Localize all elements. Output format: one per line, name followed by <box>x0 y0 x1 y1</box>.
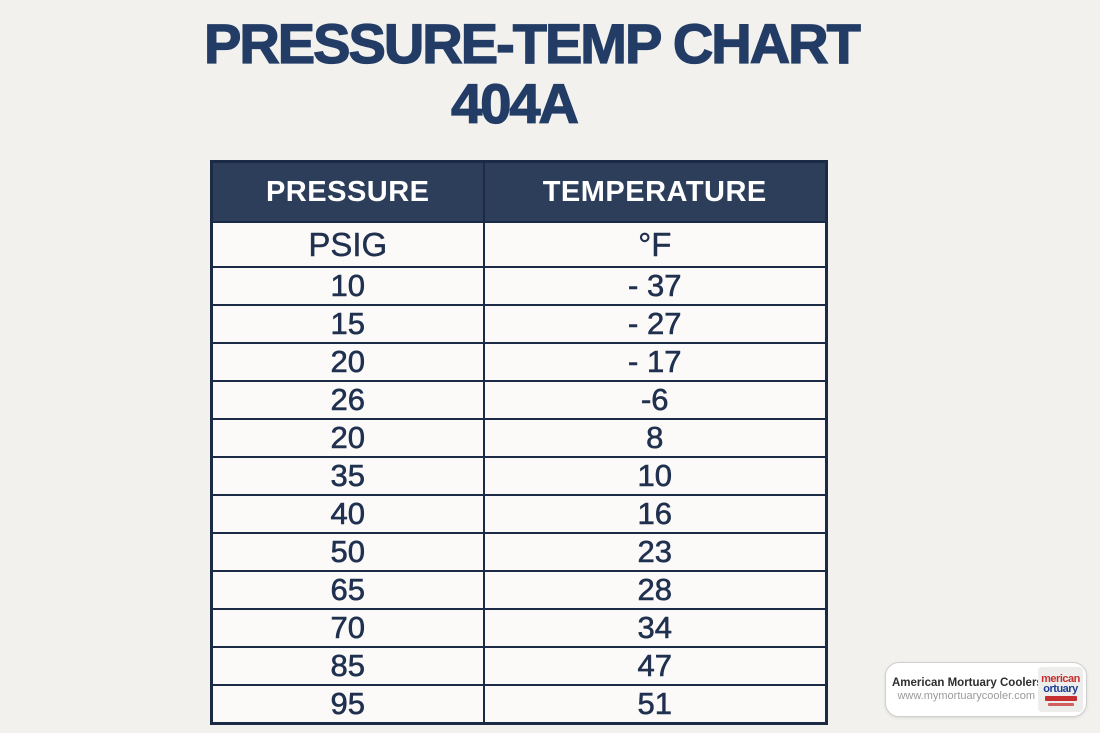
table-header-row: PRESSURE TEMPERATURE <box>210 160 828 223</box>
pressure-column-header: PRESSURE <box>210 160 485 223</box>
temperature-cell: 51 <box>482 684 828 725</box>
table-row: 50 23 <box>210 532 828 572</box>
logo-red-bar <box>1044 695 1077 701</box>
table-row: 26 -6 <box>210 380 828 420</box>
logo-tagline-line <box>1047 702 1074 706</box>
temperature-cell: 23 <box>482 532 828 572</box>
table-row: 20 - 17 <box>210 342 828 382</box>
table-row: 65 28 <box>210 570 828 610</box>
table-row: 40 16 <box>210 494 828 534</box>
pressure-cell: 20 <box>210 418 485 458</box>
units-row: PSIG °F <box>210 221 828 268</box>
pressure-temp-table: PRESSURE TEMPERATURE PSIG °F 10 - 37 15 … <box>210 160 828 725</box>
pressure-cell: 40 <box>210 494 485 534</box>
logo-word-bottom: ortuary <box>1043 682 1078 695</box>
temperature-cell: 47 <box>482 646 828 686</box>
temperature-unit-cell: °F <box>482 221 828 268</box>
pressure-cell: 35 <box>210 456 485 496</box>
pressure-cell: 10 <box>210 266 485 306</box>
american-mortuary-logo-icon: merican ortuary <box>1038 667 1083 712</box>
pressure-cell: 20 <box>210 342 485 382</box>
temperature-cell: 10 <box>482 456 828 496</box>
pressure-cell: 70 <box>210 608 485 648</box>
table-row: 95 51 <box>210 684 828 725</box>
page-title-line1: PRESSURE-TEMP CHART <box>203 12 861 75</box>
temperature-cell: - 17 <box>482 342 828 382</box>
pressure-cell: 85 <box>210 646 485 686</box>
table-row: 35 10 <box>210 456 828 496</box>
brand-badge: American Mortuary Coolers www.mymortuary… <box>885 662 1087 717</box>
brand-text-block: American Mortuary Coolers www.mymortuary… <box>892 676 1043 703</box>
temperature-column-header: TEMPERATURE <box>482 160 828 223</box>
temperature-cell: - 27 <box>482 304 828 344</box>
pressure-cell: 65 <box>210 570 485 610</box>
table-row: 85 47 <box>210 646 828 686</box>
pressure-cell: 95 <box>210 684 485 725</box>
brand-name: American Mortuary Coolers <box>892 677 1043 689</box>
table-row: 70 34 <box>210 608 828 648</box>
temperature-cell: 16 <box>482 494 828 534</box>
temperature-cell: -6 <box>482 380 828 420</box>
temperature-cell: 34 <box>482 608 828 648</box>
logo-word-top: merican <box>1041 672 1080 685</box>
temperature-cell: 28 <box>482 570 828 610</box>
page-title-line2: 404A <box>450 72 579 135</box>
pressure-cell: 15 <box>210 304 485 344</box>
temperature-cell: - 37 <box>482 266 828 306</box>
pressure-unit-cell: PSIG <box>210 221 485 268</box>
page-title: PRESSURE-TEMP CHART 404A <box>203 12 861 135</box>
temperature-cell: 8 <box>482 418 828 458</box>
pressure-cell: 26 <box>210 380 485 420</box>
brand-website: www.mymortuarycooler.com <box>897 690 1035 702</box>
table-row: 10 - 37 <box>210 266 828 306</box>
pressure-cell: 50 <box>210 532 485 572</box>
table-row: 20 8 <box>210 418 828 458</box>
table-row: 15 - 27 <box>210 304 828 344</box>
